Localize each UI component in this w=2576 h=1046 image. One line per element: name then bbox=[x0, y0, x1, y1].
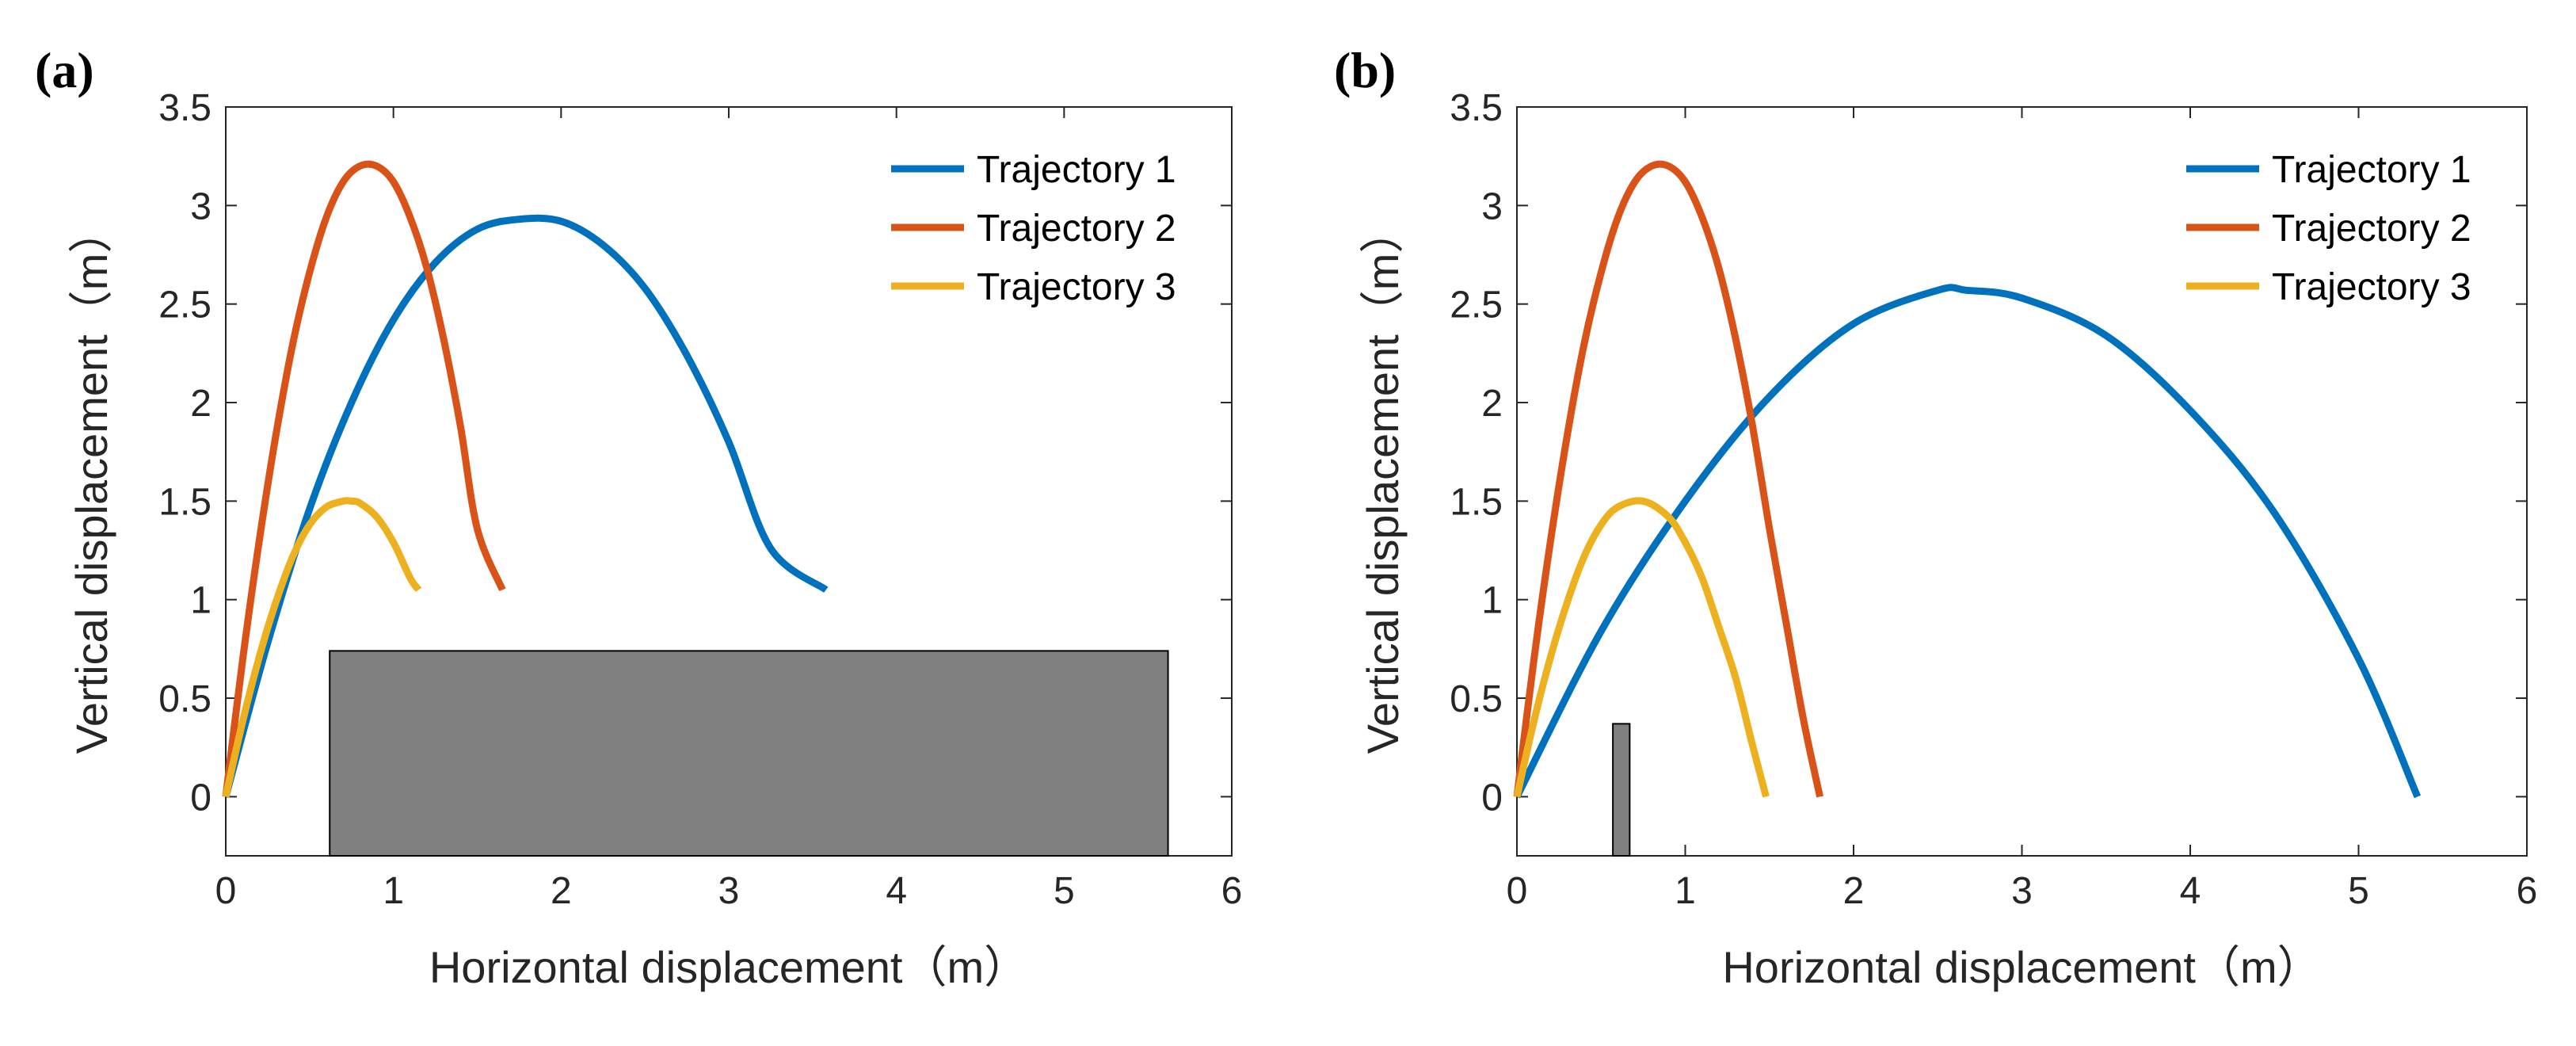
y-tick-label-a: 3 bbox=[190, 185, 211, 227]
x-tick-label-b: 3 bbox=[2011, 870, 2033, 912]
panel-label-a: (a) bbox=[35, 42, 94, 98]
trajectories-a bbox=[222, 160, 829, 798]
x-axis-label-a: Horizontal displacement（m） bbox=[429, 942, 1028, 992]
obstacle-b bbox=[1612, 723, 1631, 857]
y-tick-label-b: 0 bbox=[1481, 777, 1503, 819]
legend-a: Trajectory 1 Trajectory 2 Trajectory 3 bbox=[891, 149, 1176, 308]
y-tick-label-b: 3 bbox=[1481, 185, 1503, 227]
x-tick-label-a: 4 bbox=[886, 870, 907, 912]
y-tick-label-a: 1.5 bbox=[158, 481, 211, 523]
x-tick-label-b: 4 bbox=[2180, 870, 2201, 912]
y-tick-label-a: 2 bbox=[190, 383, 211, 425]
legend-label-1-b: Trajectory 1 bbox=[2272, 149, 2471, 191]
y-tick-label-b: 2 bbox=[1481, 383, 1503, 425]
y-tick-label-b: 1 bbox=[1481, 580, 1503, 622]
x-tick-label-a: 5 bbox=[1054, 870, 1075, 912]
plot-area-b bbox=[1516, 106, 2528, 857]
legend-label-3-a: Trajectory 3 bbox=[977, 266, 1176, 308]
y-tick-label-a: 2.5 bbox=[158, 284, 211, 326]
y-tick-label-b: 3.5 bbox=[1450, 87, 1503, 129]
panel-label-b: (b) bbox=[1334, 42, 1396, 98]
y-axis-label-b: Vertical displacement（m） bbox=[1358, 209, 1408, 754]
x-tick-label-a: 2 bbox=[551, 870, 572, 912]
x-tick-label-b: 2 bbox=[1843, 870, 1865, 912]
y-tick-label-b: 2.5 bbox=[1450, 284, 1503, 326]
ticks-b: 0 1 2 3 4 5 6 0 0.5 1 1.5 2 2.5 3 3.5 bbox=[1450, 87, 2537, 912]
trajectory-2-line-a bbox=[222, 160, 506, 797]
y-tick-label-a: 3.5 bbox=[158, 87, 211, 129]
x-tick-label-a: 0 bbox=[215, 870, 237, 912]
x-tick-label-a: 3 bbox=[718, 870, 740, 912]
legend-label-2-a: Trajectory 2 bbox=[977, 208, 1176, 250]
x-tick-label-a: 1 bbox=[383, 870, 404, 912]
obstacle-a bbox=[329, 650, 1169, 857]
x-tick-label-b: 6 bbox=[2517, 870, 2538, 912]
trajectory-2-line-b bbox=[1513, 160, 1823, 798]
panel-a: (a) 0 1 2 3 4 5 6 0 0.5 1 1.5 2 2.5 3 3.5 Trajectory 1… bbox=[35, 42, 1242, 992]
legend-label-1-a: Trajectory 1 bbox=[977, 149, 1176, 191]
x-axis-label-b: Horizontal displacement（m） bbox=[1722, 942, 2321, 992]
trajectories-b bbox=[1513, 160, 2422, 799]
y-tick-label-a: 1 bbox=[190, 580, 211, 622]
y-tick-label-a: 0 bbox=[190, 777, 211, 819]
legend-b: Trajectory 1 Trajectory 2 Trajectory 3 bbox=[2186, 149, 2471, 308]
y-axis-label-a: Vertical displacement（m） bbox=[67, 209, 116, 754]
x-tick-label-b: 0 bbox=[1507, 870, 1528, 912]
x-tick-label-b: 1 bbox=[1675, 870, 1696, 912]
y-tick-label-a: 0.5 bbox=[158, 678, 211, 720]
trajectory-1-line-b bbox=[1513, 284, 2422, 799]
ticks-a: 0 1 2 3 4 5 6 0 0.5 1 1.5 2 2.5 3 3.5 bbox=[158, 87, 1242, 912]
y-tick-label-b: 1.5 bbox=[1450, 481, 1503, 523]
panel-b: (b) 0 1 2 3 4 5 6 0 0.5 1 1.5 2 2.5 3 3.5 Trajectory 1… bbox=[1334, 42, 2537, 992]
trajectory-3-line-a bbox=[222, 497, 422, 798]
legend-label-3-b: Trajectory 3 bbox=[2272, 266, 2471, 308]
x-tick-label-b: 5 bbox=[2348, 870, 2369, 912]
x-tick-label-a: 6 bbox=[1221, 870, 1243, 912]
legend-label-2-b: Trajectory 2 bbox=[2272, 208, 2471, 250]
y-tick-label-b: 0.5 bbox=[1450, 678, 1503, 720]
trajectory-3-line-b bbox=[1513, 497, 1770, 798]
